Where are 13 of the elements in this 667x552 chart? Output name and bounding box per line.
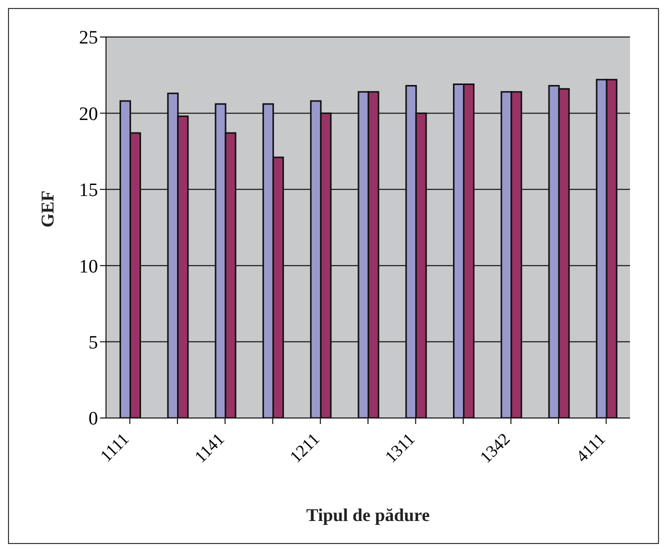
y-tick-label: 20	[79, 104, 98, 125]
y-tick-label: 0	[88, 408, 98, 430]
x-tick-label: 1211	[286, 429, 324, 466]
x-tick-label: 4111	[572, 429, 610, 466]
y-axis-title: GEF	[37, 190, 58, 228]
y-tick-label: 15	[79, 180, 98, 202]
x-tick-label: 1111	[96, 429, 133, 466]
x-tick-label: 1311	[381, 429, 418, 466]
y-tick-label: 25	[79, 28, 98, 49]
y-tick-label: 10	[79, 256, 98, 278]
x-tick-label: 1141	[190, 429, 228, 466]
y-tick-label: 5	[88, 332, 98, 354]
x-axis-title: Tipul de pădure	[306, 505, 430, 525]
